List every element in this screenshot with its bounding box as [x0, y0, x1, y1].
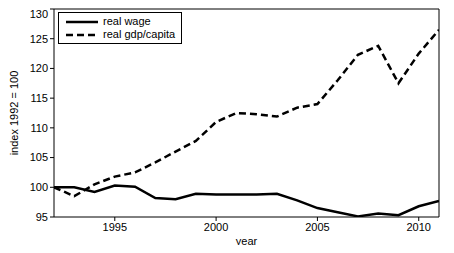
html-text:real wage: real wage	[103, 15, 151, 27]
svg-text:115: 115	[30, 92, 48, 104]
svg-text:2005: 2005	[305, 221, 329, 233]
svg-text:index 1992 = 100: index 1992 = 100	[8, 71, 20, 156]
svg-text:2000: 2000	[204, 221, 228, 233]
html-text:real gdp/capita: real gdp/capita	[103, 28, 176, 40]
svg-text:year: year	[236, 235, 258, 245]
svg-text:105: 105	[30, 151, 48, 163]
svg-text:120: 120	[30, 62, 48, 74]
svg-text:1995: 1995	[103, 221, 127, 233]
svg-text:125: 125	[30, 33, 48, 45]
svg-text:100: 100	[30, 181, 48, 193]
svg-text:130: 130	[30, 8, 48, 20]
svg-text:95: 95	[36, 211, 48, 223]
svg-text:110: 110	[30, 122, 48, 134]
svg-text:2010: 2010	[406, 221, 430, 233]
